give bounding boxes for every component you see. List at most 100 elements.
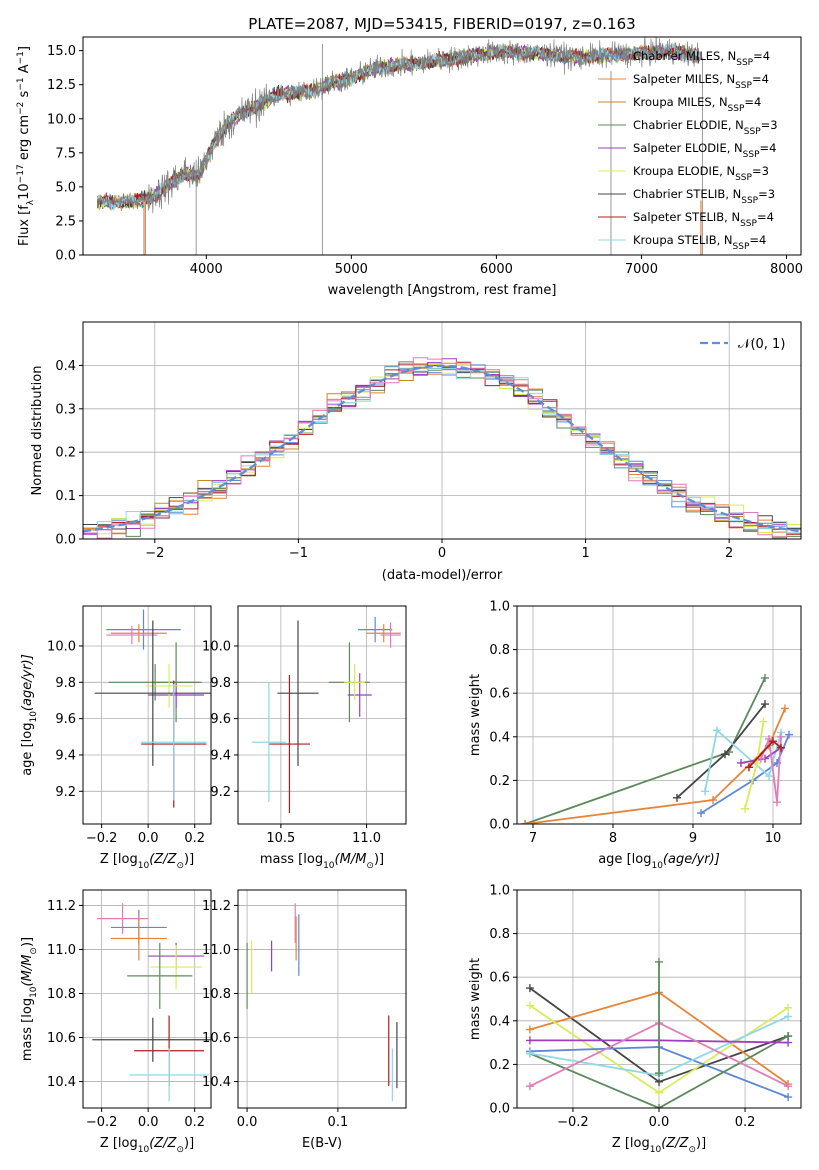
plus-marker (655, 1104, 663, 1108)
residuals-plot-area (83, 357, 801, 539)
y-axis-label: mass weight (468, 674, 483, 756)
error-bar-point (380, 622, 401, 648)
x-axis-label: E(B-V) (302, 1136, 342, 1151)
plus-marker (737, 758, 745, 767)
legend-entry: Chabrier MILES, NSSP=4 (633, 49, 770, 68)
x-tick-label: 2 (725, 546, 733, 561)
weight-series (521, 673, 769, 824)
y-tick-label: 0.0 (55, 533, 76, 548)
histogram-step (83, 357, 801, 539)
x-tick-label: 0.0 (649, 1115, 670, 1130)
x-tick-label: 8000 (770, 262, 803, 277)
x-tick-label: 10 (765, 831, 782, 846)
y-tick-label: 1.0 (489, 884, 510, 899)
y-tick-label: 0.0 (489, 818, 510, 833)
error-bar-point (106, 609, 181, 650)
plus-marker (761, 700, 769, 709)
axes-frame (82, 36, 802, 256)
plus-marker (697, 809, 705, 818)
error-bar-point (251, 682, 286, 803)
plus-marker (784, 1012, 793, 1021)
observed-spectrum-line (97, 37, 700, 214)
age_vs_mass-chart: 10.5 11.0 9.2 9.4 9.6 9.8 10.0 mass [log10(M/M⊙… (202, 605, 407, 871)
massweight_vs_Z-plot-area (525, 957, 793, 1108)
x-axis-label: mass [log10(M/M⊙)] (260, 852, 384, 871)
legend-entry: Salpeter STELIB, NSSP=4 (633, 210, 774, 229)
plus-marker (785, 730, 793, 739)
y-tick-label: 9.8 (55, 676, 76, 691)
y-tick-label: 9.2 (55, 785, 76, 800)
x-tick-label: 0.0 (237, 1115, 258, 1130)
spectrum-chart: 4000 5000 6000 7000 8000 0.0 2.5 5.0 7.5 10.0 12.5… (16, 15, 803, 298)
y-tick-label: 10.8 (202, 987, 231, 1002)
y-tick-label: 10.6 (202, 1031, 231, 1046)
plus-marker (769, 737, 777, 746)
error-bar-point (129, 1048, 209, 1102)
x-tick-label: 0.0 (138, 1115, 159, 1130)
error-bar-point (358, 616, 393, 643)
x-axis-label: Z [log10(Z/Z⊙)] (100, 1136, 194, 1155)
y-axis-label: Normed distribution (30, 366, 45, 496)
axes-frame (237, 605, 407, 825)
y-tick-label: 0.2 (489, 1058, 510, 1073)
y-tick-label: 0.0 (489, 1102, 510, 1117)
y-tick-label: 10.4 (47, 1075, 76, 1090)
error-bar-point (148, 682, 205, 708)
error-bar-point (268, 675, 310, 814)
y-tick-label: 0.0 (55, 249, 76, 264)
x-tick-label: 6000 (480, 262, 513, 277)
y-tick-label: 9.4 (210, 748, 231, 763)
axes-frame (237, 889, 407, 1109)
plus-marker (525, 1082, 534, 1091)
x-axis-label: Z [log10(Z/Z⊙)] (612, 1136, 706, 1155)
legend-entry: Kroupa MILES, NSSP=4 (633, 95, 761, 114)
error-bar-point (366, 624, 401, 643)
y-tick-label: 0.8 (489, 643, 510, 658)
x-axis-label: wavelength [Angstrom, rest frame] (328, 283, 557, 298)
y-tick-label: 11.2 (47, 899, 76, 914)
y-tick-label: 7.5 (55, 146, 76, 161)
plus-marker (757, 754, 765, 763)
error-bar-point (127, 942, 193, 1009)
axes-frame (516, 605, 802, 825)
y-tick-label: 12.5 (47, 78, 76, 93)
weight-series (655, 957, 663, 1078)
plus-marker (781, 704, 789, 713)
x-tick-label: −1 (289, 546, 308, 561)
y-tick-label: 5.0 (55, 180, 76, 195)
x-tick-label: −0.2 (86, 831, 118, 846)
error-bar-point (96, 903, 149, 935)
legend-entry: Kroupa ELODIE, NSSP=3 (633, 164, 769, 183)
weight-series (745, 737, 785, 772)
y-tick-label: 0.4 (55, 359, 76, 374)
error-bar-point (141, 684, 207, 801)
y-tick-label: 10.4 (202, 1075, 231, 1090)
x-tick-label: 0.2 (184, 831, 205, 846)
plus-marker (655, 1088, 663, 1097)
residuals-chart: −2 −1 0 1 2 0.0 0.1 0.2 0.3 0.4 (data-model)/error… (30, 321, 802, 583)
plus-marker (773, 798, 781, 807)
y-tick-label: 10.8 (47, 987, 76, 1002)
y-tick-label: 9.2 (210, 785, 231, 800)
x-tick-label: 0.2 (735, 1115, 756, 1130)
y-axis-label: mass weight (468, 958, 483, 1040)
y-tick-label: 0.4 (489, 730, 510, 745)
x-axis-label: Z [log10(Z/Z⊙)] (100, 852, 194, 871)
y-tick-label: 9.8 (210, 676, 231, 691)
plus-marker (777, 743, 785, 752)
x-tick-label: 11.0 (352, 831, 381, 846)
x-tick-label: 5000 (335, 262, 368, 277)
y-tick-label: 0.2 (489, 774, 510, 789)
error-bar-point (344, 664, 365, 701)
error-bar-point (108, 664, 202, 701)
weight-series (521, 704, 789, 824)
y-axis-label: mass [log10(M/M⊙)] (20, 937, 39, 1061)
x-tick-label: 7000 (625, 262, 658, 277)
x-tick-label: −2 (145, 546, 164, 561)
y-axis-label: age [log10(age/yr)] (20, 654, 39, 776)
x-tick-label: 0.0 (138, 831, 159, 846)
legend-entry: Kroupa STELIB, NSSP=4 (633, 233, 766, 252)
plus-marker (709, 796, 717, 805)
y-tick-label: 11.0 (202, 943, 231, 958)
plus-marker (721, 750, 729, 759)
